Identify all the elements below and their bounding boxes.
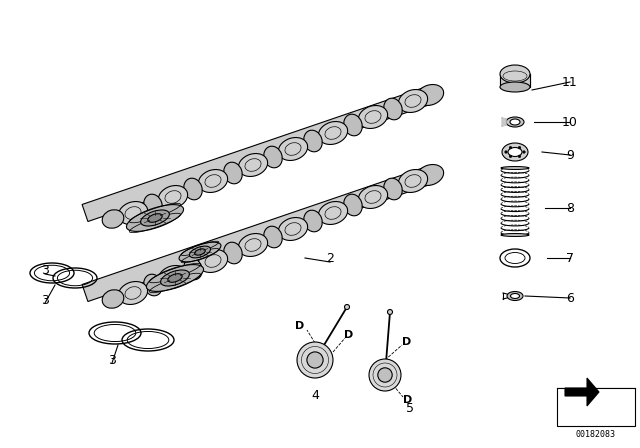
Circle shape: [297, 342, 333, 378]
Text: 3: 3: [41, 263, 49, 276]
Ellipse shape: [148, 214, 162, 222]
Ellipse shape: [500, 65, 530, 83]
Text: 8: 8: [566, 202, 574, 215]
Ellipse shape: [118, 281, 148, 305]
Circle shape: [378, 368, 392, 382]
Circle shape: [518, 155, 521, 158]
Ellipse shape: [500, 82, 530, 92]
Ellipse shape: [264, 226, 282, 248]
Ellipse shape: [344, 114, 362, 136]
Ellipse shape: [304, 210, 322, 232]
Ellipse shape: [224, 242, 242, 264]
Circle shape: [369, 359, 401, 391]
Text: 10: 10: [562, 116, 578, 129]
Ellipse shape: [508, 147, 522, 156]
Ellipse shape: [118, 202, 148, 224]
Ellipse shape: [384, 98, 402, 120]
Ellipse shape: [198, 250, 228, 272]
Ellipse shape: [161, 270, 189, 286]
Text: D: D: [403, 395, 413, 405]
Ellipse shape: [127, 205, 184, 232]
Ellipse shape: [506, 117, 524, 127]
Ellipse shape: [278, 138, 308, 160]
Circle shape: [505, 151, 507, 153]
Ellipse shape: [184, 178, 202, 200]
Circle shape: [509, 146, 512, 149]
Ellipse shape: [358, 106, 388, 129]
Ellipse shape: [144, 194, 162, 216]
Text: 11: 11: [562, 76, 578, 89]
Text: 3: 3: [41, 293, 49, 306]
Ellipse shape: [398, 90, 428, 112]
Ellipse shape: [417, 85, 444, 105]
Text: 9: 9: [566, 148, 574, 161]
Text: 4: 4: [311, 388, 319, 401]
Text: D: D: [344, 330, 354, 340]
Ellipse shape: [179, 242, 221, 262]
Ellipse shape: [189, 246, 211, 258]
Ellipse shape: [195, 249, 205, 255]
Bar: [557, 388, 635, 426]
Circle shape: [387, 310, 392, 314]
Polygon shape: [565, 378, 599, 406]
Text: 5: 5: [406, 401, 414, 414]
Ellipse shape: [417, 164, 444, 185]
Ellipse shape: [198, 169, 228, 193]
Circle shape: [307, 352, 323, 368]
Ellipse shape: [168, 274, 182, 282]
Ellipse shape: [502, 143, 528, 161]
Circle shape: [509, 155, 512, 158]
Text: 7: 7: [566, 251, 574, 264]
Polygon shape: [82, 86, 433, 221]
Text: D: D: [403, 337, 412, 347]
Ellipse shape: [358, 185, 388, 208]
Ellipse shape: [510, 119, 520, 125]
Ellipse shape: [384, 178, 402, 200]
Text: 00182083: 00182083: [576, 430, 616, 439]
Ellipse shape: [264, 146, 282, 168]
Polygon shape: [502, 118, 506, 126]
Ellipse shape: [318, 202, 348, 224]
Ellipse shape: [278, 218, 308, 241]
Ellipse shape: [304, 130, 322, 152]
Text: D: D: [296, 321, 305, 331]
Polygon shape: [500, 74, 530, 87]
Ellipse shape: [238, 233, 268, 257]
Ellipse shape: [238, 154, 268, 177]
Ellipse shape: [224, 162, 242, 184]
Ellipse shape: [158, 266, 188, 289]
Ellipse shape: [507, 292, 523, 301]
Ellipse shape: [501, 233, 529, 237]
Circle shape: [344, 305, 349, 310]
Ellipse shape: [102, 210, 124, 228]
Ellipse shape: [141, 210, 170, 226]
Polygon shape: [82, 167, 433, 302]
Ellipse shape: [102, 290, 124, 308]
Ellipse shape: [144, 274, 162, 296]
Ellipse shape: [511, 293, 520, 298]
Text: 1: 1: [244, 160, 252, 173]
Ellipse shape: [501, 167, 529, 169]
Ellipse shape: [147, 265, 204, 291]
Ellipse shape: [344, 194, 362, 216]
Text: 6: 6: [566, 292, 574, 305]
Text: 3: 3: [108, 353, 116, 366]
Ellipse shape: [318, 121, 348, 145]
Ellipse shape: [158, 185, 188, 208]
Circle shape: [518, 146, 521, 149]
Ellipse shape: [398, 169, 428, 193]
Circle shape: [523, 151, 525, 153]
Ellipse shape: [184, 258, 202, 280]
Text: 2: 2: [326, 251, 334, 264]
